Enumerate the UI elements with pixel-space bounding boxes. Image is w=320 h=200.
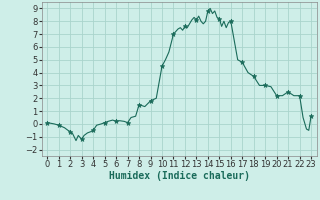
X-axis label: Humidex (Indice chaleur): Humidex (Indice chaleur) bbox=[109, 171, 250, 181]
